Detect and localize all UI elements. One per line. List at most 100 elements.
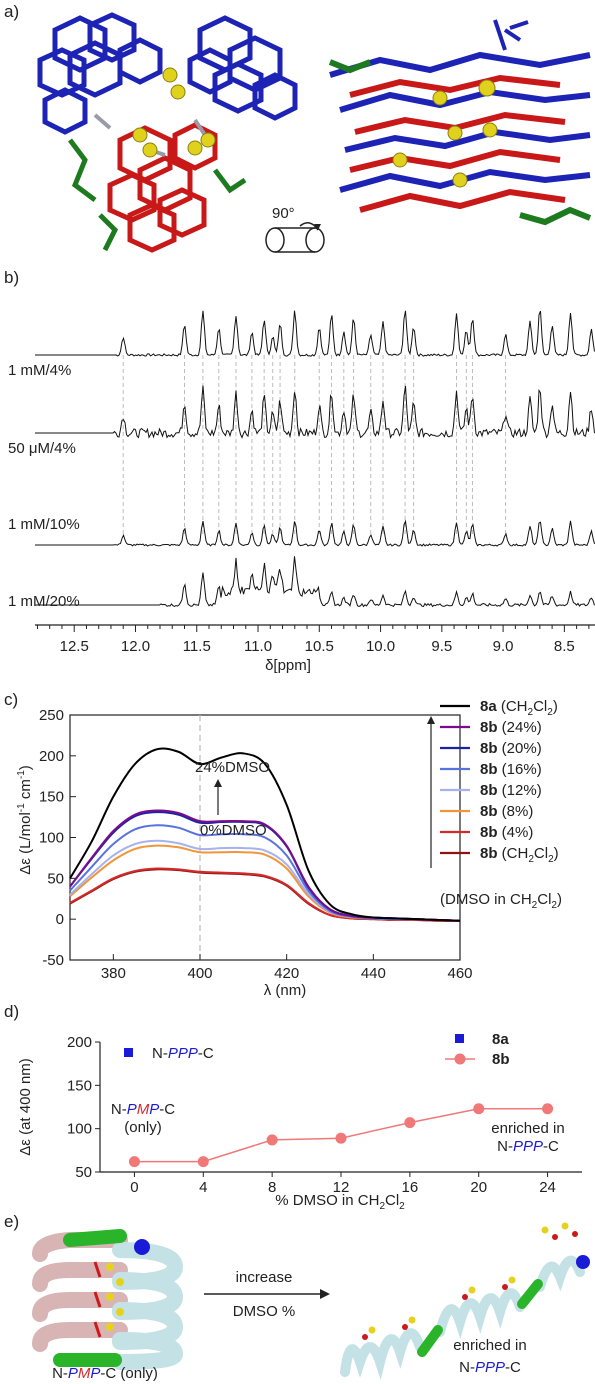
panel-b-nmr: 1 mM/4% 50 μM/4% 1 mM/10% 1 mM/20% 12.5 1… xyxy=(8,310,595,674)
cd-annot-bottom: 0%DMSO xyxy=(200,822,267,839)
cd-y-tick-label: 0 xyxy=(56,911,64,928)
nmr-trace xyxy=(35,556,595,608)
panel-c-cd: -50 0 50 100 150 200 250 380 400 420 440 460 Δε (L/… xyxy=(16,698,562,999)
cd-annot-top: 24%DMSO xyxy=(195,759,270,776)
d-point xyxy=(197,1156,209,1168)
cd-arrow-head xyxy=(214,779,222,787)
panel-label-d: d) xyxy=(4,1002,20,1021)
legend-8a-icon xyxy=(455,1034,464,1043)
cd-y-tick-label: 250 xyxy=(39,707,64,724)
nmr-tick-label: 8.5 xyxy=(554,638,575,655)
d-x-tick-label: 12 xyxy=(333,1179,350,1196)
d-y-tick-label: 200 xyxy=(67,1034,92,1051)
cd-series-line xyxy=(69,867,461,922)
legend-label: 8b (12%) xyxy=(480,782,542,799)
d-y-tick-label: 50 xyxy=(75,1164,92,1181)
process-arrow-head xyxy=(320,1289,330,1299)
molecule-side-view xyxy=(328,19,592,226)
panel-label-c: c) xyxy=(4,690,19,709)
d-point xyxy=(473,1103,485,1115)
nmr-x-ticks: 12.5 12.0 11.5 11.0 10.5 10.0 9.5 9.0 8.5 xyxy=(36,625,590,655)
cd-x-tick-label: 400 xyxy=(187,965,212,982)
nmr-tick-label: 10.5 xyxy=(305,638,334,655)
legend-square-icon xyxy=(124,1048,133,1057)
legend-label: 8b (16%) xyxy=(480,761,542,778)
d-x-tick-label: 24 xyxy=(539,1179,556,1196)
legend-arrow-head xyxy=(427,716,435,724)
panel-label-e: e) xyxy=(4,1212,20,1231)
d-point xyxy=(335,1132,347,1144)
nmr-dashed-guides xyxy=(122,355,507,535)
nmr-tick-label: 11.0 xyxy=(244,638,272,655)
nmr-trace xyxy=(35,310,595,357)
cd-series-line xyxy=(69,844,461,922)
legend-label: 8a (CH2Cl2) xyxy=(480,698,558,718)
legend-square-label: N-PPP-C xyxy=(152,1045,214,1062)
annot-right-line2: N-PPP-C xyxy=(497,1138,559,1155)
cd-x-tick-label: 440 xyxy=(361,965,386,982)
d-y-tick-label: 150 xyxy=(67,1077,92,1094)
cd-x-tick-label: 420 xyxy=(274,965,299,982)
nmr-spectra xyxy=(35,310,595,608)
d-point xyxy=(542,1103,554,1115)
molecule-top-view xyxy=(37,12,298,253)
d-point xyxy=(404,1117,416,1129)
right-helix-label-2: N-PPP-C xyxy=(459,1359,521,1376)
legend-label: 8b (4%) xyxy=(480,824,533,841)
nmr-trace xyxy=(35,385,595,440)
legend-note: (DMSO in CH2Cl2) xyxy=(440,891,562,911)
legend-label: 8b (CH2Cl2) xyxy=(480,845,559,865)
d-point xyxy=(266,1134,278,1146)
panel-label-a: a) xyxy=(4,2,20,21)
d-y-label: Δε (at 400 nm) xyxy=(17,1058,34,1156)
panel-e-scheme: increase DMSO % N-PMP-C (only) enriched … xyxy=(32,1222,590,1382)
legend-8b-label: 8b xyxy=(492,1051,510,1068)
spectrum-label-1: 1 mM/4% xyxy=(8,362,71,379)
left-helix-label: N-PMP-C (only) xyxy=(52,1365,158,1382)
panel-d-scatter: 50 100 150 200 0 4 8 12 16 20 24 Δε (at 400 nm) % … xyxy=(17,1031,582,1212)
cd-series-line xyxy=(69,839,461,922)
cd-x-label: λ (nm) xyxy=(264,982,307,999)
cd-series-line xyxy=(69,747,461,922)
d-x-tick-label: 16 xyxy=(402,1179,419,1196)
legend-8a-label: 8a xyxy=(492,1031,509,1048)
nmr-tick-label: 12.0 xyxy=(121,638,150,655)
right-helix-label-1: enriched in xyxy=(453,1337,526,1354)
d-y-tick-label: 100 xyxy=(67,1121,92,1138)
rotation-label: 90° xyxy=(272,205,295,222)
cd-legend: 8a (CH2Cl2)8b (24%) 8b (20%) 8b (16%) 8b (1… xyxy=(440,698,559,865)
cd-y-tick-label: 50 xyxy=(47,870,64,887)
nmr-tick-label: 9.5 xyxy=(431,638,452,655)
legend-label: 8b (8%) xyxy=(480,803,533,820)
d-chart: 50 100 150 200 0 4 8 12 16 20 24 xyxy=(67,1034,582,1196)
nmr-tick-label: 11.5 xyxy=(183,638,211,655)
spectrum-label-3: 1 mM/10% xyxy=(8,516,80,533)
cd-x-tick-label: 380 xyxy=(101,965,126,982)
cd-chart: -50 0 50 100 150 200 250 380 400 420 440 460 xyxy=(39,707,473,982)
cd-series-line xyxy=(69,868,461,922)
legend-8b-marker xyxy=(454,1053,466,1065)
legend-label: 8b (20%) xyxy=(480,740,542,757)
nmr-trace xyxy=(35,519,595,547)
nmr-tick-label: 9.0 xyxy=(493,638,514,655)
annot-left-line1: N-PMP-C xyxy=(111,1101,175,1118)
rotation-icon xyxy=(265,222,325,253)
panel-label-b: b) xyxy=(4,268,20,287)
cd-y-tick-label: -50 xyxy=(42,952,64,969)
panel-a-structures: 90° xyxy=(37,12,592,253)
cd-y-tick-label: 100 xyxy=(39,830,64,847)
d-x-tick-label: 20 xyxy=(470,1179,487,1196)
arrow-label-top: increase xyxy=(236,1269,293,1286)
spectrum-label-2: 50 μM/4% xyxy=(8,440,76,457)
cd-y-label: Δε (L/mol-1 cm-1) xyxy=(16,765,34,875)
legend-label: 8b (24%) xyxy=(480,719,542,736)
cd-y-tick-label: 200 xyxy=(39,748,64,765)
d-x-tick-label: 4 xyxy=(199,1179,207,1196)
d-x-label: % DMSO in CH2Cl2 xyxy=(275,1192,405,1212)
annot-left-line2: (only) xyxy=(124,1119,162,1136)
cd-y-tick-label: 150 xyxy=(39,789,64,806)
nmr-tick-label: 12.5 xyxy=(60,638,89,655)
annot-right-line1: enriched in xyxy=(491,1120,564,1137)
spectrum-label-4: 1 mM/20% xyxy=(8,593,80,610)
d-point xyxy=(128,1156,140,1168)
